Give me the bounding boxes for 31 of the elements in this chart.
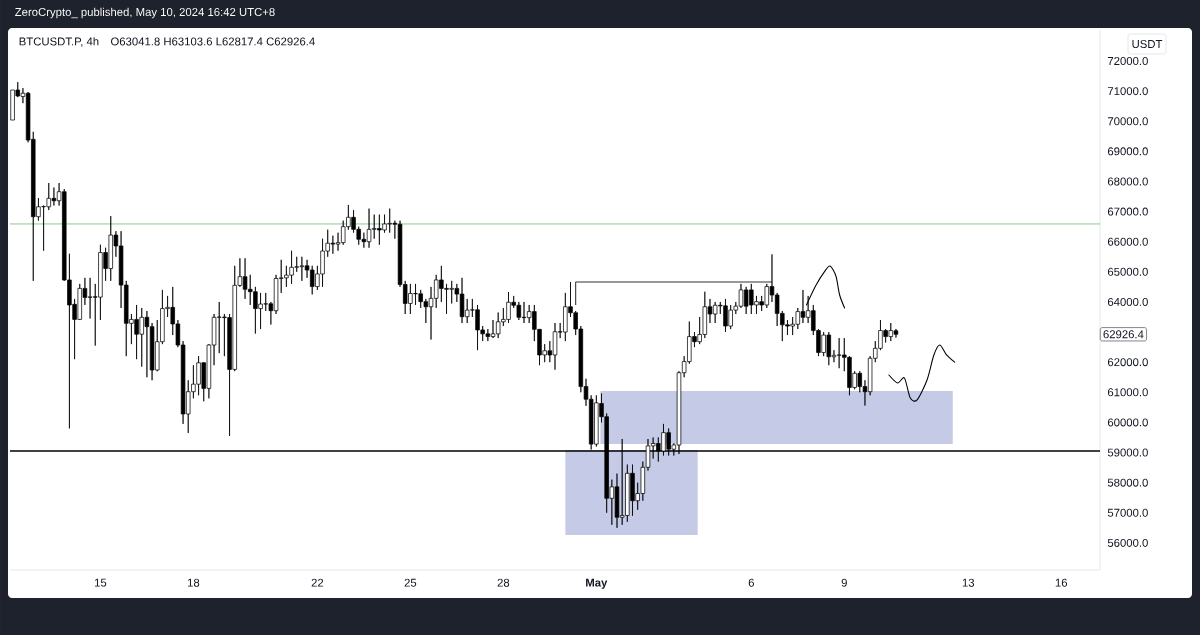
y-tick-label: 69000.0 [1107, 147, 1148, 156]
y-tick-label: 67000.0 [1107, 207, 1148, 216]
x-tick-label: 22 [311, 578, 324, 587]
x-tick-label: 13 [962, 578, 975, 587]
y-tick-label: 72000.0 [1107, 57, 1148, 66]
x-tick-label: May [586, 578, 608, 589]
x-tick-label: 18 [187, 578, 200, 587]
y-tick-label: 66000.0 [1107, 237, 1148, 246]
y-tick-label: 60000.0 [1107, 418, 1148, 427]
y-tick-label: 61000.0 [1107, 388, 1148, 397]
x-tick-label: 15 [94, 578, 107, 587]
y-tick-label: 56000.0 [1107, 538, 1148, 547]
y-tick-label: 65000.0 [1107, 267, 1148, 276]
x-tick-label: 9 [841, 578, 847, 587]
y-tick-label: 70000.0 [1107, 117, 1148, 126]
y-tick-label: 58000.0 [1107, 478, 1148, 487]
y-tick-label: 57000.0 [1107, 508, 1148, 517]
y-tick-label: 64000.0 [1107, 297, 1148, 306]
x-tick-label: 25 [404, 578, 417, 587]
x-tick-label: 16 [1055, 578, 1068, 587]
y-axis-title: USDT [1132, 39, 1163, 48]
y-tick-label: 59000.0 [1107, 448, 1148, 457]
y-tick-label: 68000.0 [1107, 177, 1148, 186]
text: 62926.4 [1103, 330, 1144, 339]
text: BTCUSDT.P, 4h [19, 37, 99, 47]
x-tick-label: 28 [497, 578, 510, 587]
text: ZeroCrypto_ published, May 10, 2024 16:42 UTC+8 [15, 7, 275, 19]
text: O63041.8 H63103.6 L62817.4 C62926.4 [111, 37, 315, 46]
x-tick-label: 6 [748, 578, 754, 587]
y-tick-label: 62000.0 [1107, 358, 1148, 367]
y-tick-label: 71000.0 [1107, 87, 1148, 96]
